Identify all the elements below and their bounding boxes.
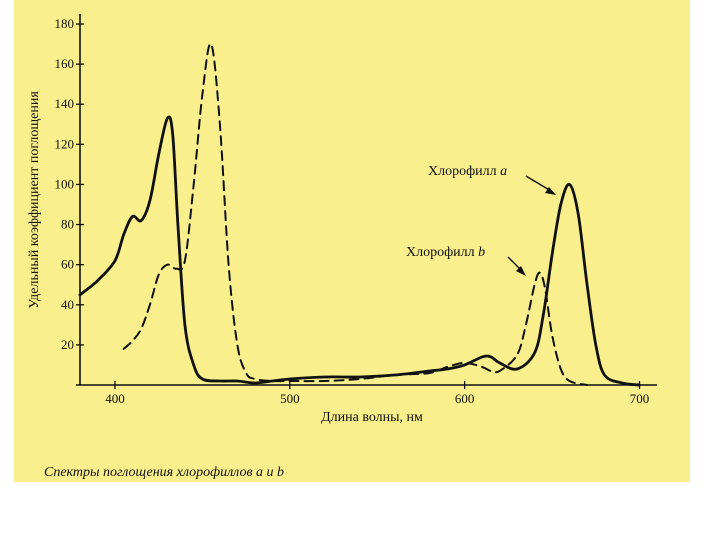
y-tick-label-180: 180 [55,16,75,31]
annotation-a-arrow [525,175,552,192]
series-line-chlorophyll-b [122,42,589,386]
x-tick-label-600: 600 [455,391,475,406]
annotation-b-arrowhead [516,266,526,276]
y-tick-label-20: 20 [61,337,74,352]
y-tick-label-40: 40 [61,297,74,312]
chart-panel [14,0,690,482]
annotation-a-arrowhead [545,187,556,195]
y-tick-label-160: 160 [55,56,75,71]
series-line-chlorophyll-a [78,115,641,387]
y-tick-label-80: 80 [61,217,74,232]
axes [76,14,657,386]
series-layer [78,42,641,387]
annotation-chlorophyll-a: Хлорофилл a [428,164,556,195]
annotation-a-label: Хлорофилл [428,164,497,179]
annotation-b-letter: b [478,245,485,260]
ticks: 20 40 60 80 100 120 140 160 180 400 500 600 700 [55,16,650,406]
annotation-a-letter: a [500,164,507,179]
y-tick-label-120: 120 [55,136,75,151]
y-axis-title: Удельный коэффициент поглощения [27,91,42,309]
x-tick-label-500: 500 [280,391,300,406]
x-tick-label-400: 400 [105,391,125,406]
x-axis-title: Длина волны, нм [321,410,423,425]
y-tick-label-140: 140 [55,96,75,111]
y-tick-label-60: 60 [61,257,74,272]
y-tick-label-100: 100 [55,176,75,191]
svg-text:Хлорофилл a: Хлорофилл a [428,164,507,179]
annotation-chlorophyll-b: Хлорофилл b [406,245,526,276]
x-tick-label-700: 700 [630,391,650,406]
svg-text:Хлорофилл b: Хлорофилл b [406,245,485,260]
annotation-b-label: Хлорофилл [406,245,475,260]
figure-caption: Спектры поглощения хлорофиллов a и b [44,465,285,480]
